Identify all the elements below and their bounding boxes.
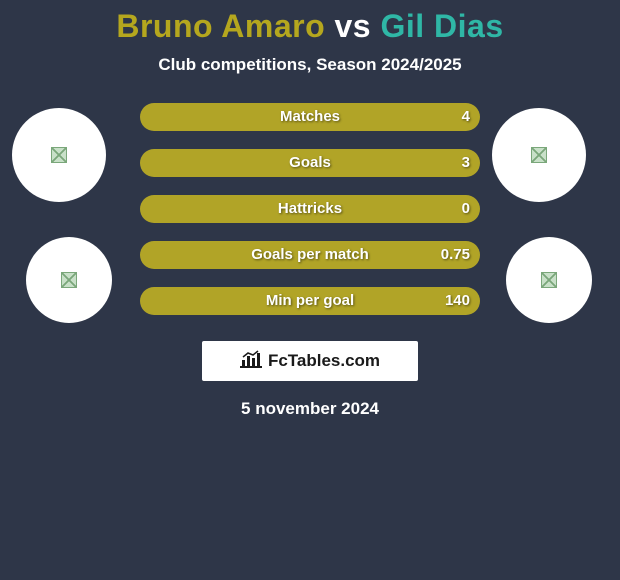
stat-label: Goals per match [140,241,480,269]
broken-image-icon [61,272,77,288]
player2-name: Gil Dias [380,8,503,44]
player1-club-avatar [26,237,112,323]
player1-name: Bruno Amaro [116,8,325,44]
stat-value-right: 3 [462,149,470,177]
stat-row: Matches4 [140,103,480,135]
stat-label: Hattricks [140,195,480,223]
stat-bars: Matches4Goals3Hattricks0Goals per match0… [140,103,480,333]
fctables-logo: FcTables.com [202,341,418,381]
stat-value-right: 0.75 [441,241,470,269]
stat-value-right: 0 [462,195,470,223]
chart-icon [240,350,262,373]
player2-club-avatar [506,237,592,323]
stat-row: Hattricks0 [140,195,480,227]
date-text: 5 november 2024 [0,399,620,419]
stat-row: Min per goal140 [140,287,480,319]
stat-label: Goals [140,149,480,177]
broken-image-icon [51,147,67,163]
comparison-title: Bruno Amaro vs Gil Dias [0,8,620,45]
logo-text: FcTables.com [268,351,380,371]
stat-row: Goals3 [140,149,480,181]
player1-avatar [12,108,106,202]
broken-image-icon [541,272,557,288]
player2-avatar [492,108,586,202]
vs-text: vs [335,8,372,44]
stat-label: Matches [140,103,480,131]
stat-label: Min per goal [140,287,480,315]
stat-row: Goals per match0.75 [140,241,480,273]
subtitle: Club competitions, Season 2024/2025 [0,55,620,75]
stats-area: Matches4Goals3Hattricks0Goals per match0… [0,103,620,333]
stat-value-right: 140 [445,287,470,315]
broken-image-icon [531,147,547,163]
stat-value-right: 4 [462,103,470,131]
